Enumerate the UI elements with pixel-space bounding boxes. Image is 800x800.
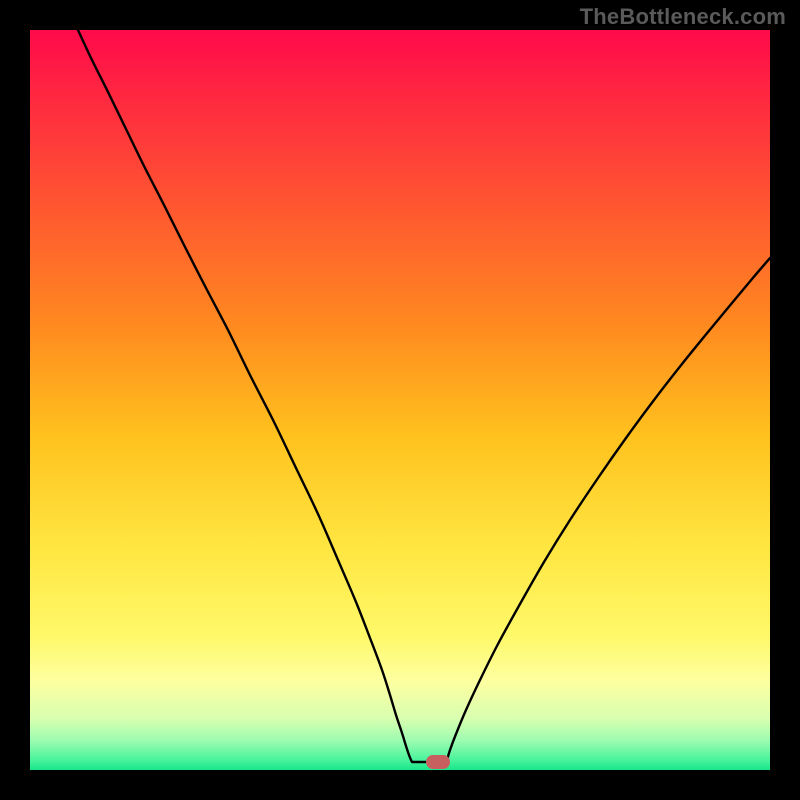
plot-area xyxy=(30,30,770,770)
chart-frame: TheBottleneck.com xyxy=(0,0,800,800)
minimum-marker xyxy=(426,755,450,769)
watermark-text: TheBottleneck.com xyxy=(580,4,786,30)
bottleneck-curve xyxy=(30,30,770,770)
